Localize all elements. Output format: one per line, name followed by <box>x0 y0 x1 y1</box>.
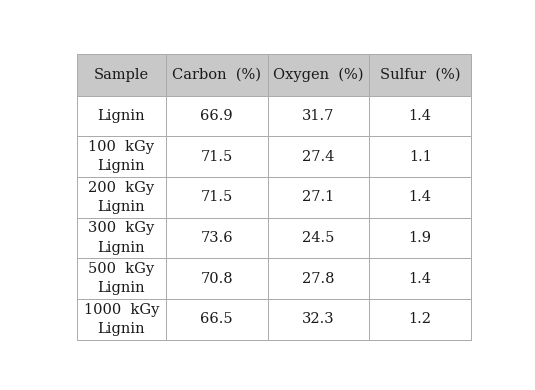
Text: 1.4: 1.4 <box>409 109 432 123</box>
Text: 1000  kGy
Lignin: 1000 kGy Lignin <box>84 303 159 336</box>
Text: Lignin: Lignin <box>98 109 146 123</box>
Text: Sulfur  (%): Sulfur (%) <box>380 68 461 82</box>
Text: 27.1: 27.1 <box>302 190 334 204</box>
Bar <box>369 177 471 218</box>
Bar <box>268 136 369 177</box>
Text: Carbon  (%): Carbon (%) <box>172 68 261 82</box>
Text: Sample: Sample <box>94 68 149 82</box>
Text: 32.3: 32.3 <box>302 312 335 326</box>
Bar <box>166 258 268 299</box>
Text: Oxygen  (%): Oxygen (%) <box>273 68 364 82</box>
Bar <box>369 218 471 258</box>
Bar <box>166 299 268 340</box>
Bar <box>268 258 369 299</box>
Bar <box>166 136 268 177</box>
Text: 71.5: 71.5 <box>201 150 233 164</box>
Text: 1.4: 1.4 <box>409 271 432 285</box>
Bar <box>166 96 268 136</box>
Text: 1.1: 1.1 <box>409 150 432 164</box>
Bar <box>369 96 471 136</box>
Bar <box>166 177 268 218</box>
Bar <box>369 258 471 299</box>
Bar <box>369 54 471 96</box>
Bar <box>77 54 166 96</box>
Text: 1.4: 1.4 <box>409 190 432 204</box>
Bar <box>268 218 369 258</box>
Text: 66.9: 66.9 <box>200 109 233 123</box>
Bar <box>268 54 369 96</box>
Bar <box>369 136 471 177</box>
Bar <box>77 299 166 340</box>
Bar <box>369 299 471 340</box>
Text: 31.7: 31.7 <box>302 109 334 123</box>
Text: 66.5: 66.5 <box>200 312 233 326</box>
Bar <box>77 218 166 258</box>
Bar <box>77 258 166 299</box>
Text: 70.8: 70.8 <box>200 271 233 285</box>
Text: 1.2: 1.2 <box>409 312 432 326</box>
Bar <box>77 177 166 218</box>
Text: 24.5: 24.5 <box>302 231 334 245</box>
Text: 73.6: 73.6 <box>200 231 233 245</box>
Bar <box>268 177 369 218</box>
Text: 27.8: 27.8 <box>302 271 335 285</box>
Bar <box>268 96 369 136</box>
Bar <box>166 218 268 258</box>
Bar <box>268 299 369 340</box>
Bar <box>77 136 166 177</box>
Text: 1.9: 1.9 <box>409 231 432 245</box>
Text: 300  kGy
Lignin: 300 kGy Lignin <box>88 221 155 255</box>
Text: 200  kGy
Lignin: 200 kGy Lignin <box>88 181 155 214</box>
Bar <box>166 54 268 96</box>
Text: 27.4: 27.4 <box>302 150 334 164</box>
Text: 71.5: 71.5 <box>201 190 233 204</box>
Text: 500  kGy
Lignin: 500 kGy Lignin <box>88 262 155 295</box>
Bar <box>77 96 166 136</box>
Text: 100  kGy
Lignin: 100 kGy Lignin <box>88 140 155 174</box>
